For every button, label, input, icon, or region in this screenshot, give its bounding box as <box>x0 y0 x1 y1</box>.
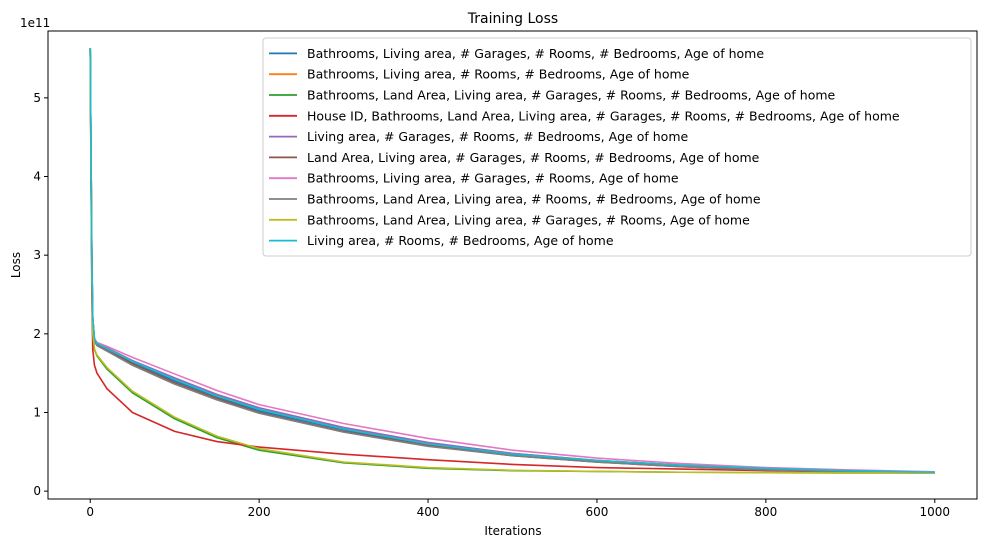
x-tick-label: 600 <box>586 505 609 519</box>
ticks-layer: 0 200 400 600 800 1000 0 1 2 3 4 5 <box>33 91 950 519</box>
y-tick-label: 5 <box>33 91 41 105</box>
legend-box <box>262 37 972 257</box>
x-tick-label: 0 <box>86 505 94 519</box>
series-line-9 <box>89 48 935 474</box>
y-tick-label: 4 <box>33 170 41 184</box>
legend-entry-6: Land Area, Living area, # Garages, # Roo… <box>307 150 760 165</box>
legend-entry-7: Bathrooms, Living area, # Garages, # Roo… <box>307 171 679 186</box>
series-line-10 <box>89 48 935 474</box>
plot-frame <box>47 30 978 500</box>
y-axis-scale-label: 1e11 <box>20 16 50 30</box>
series-line-4 <box>89 48 935 474</box>
legend-entry-5: Living area, # Garages, # Rooms, # Bedro… <box>307 129 688 144</box>
legend-entry-8: Bathrooms, Land Area, Living area, # Roo… <box>307 192 761 207</box>
x-tick-label: 800 <box>754 505 777 519</box>
y-tick-label: 3 <box>33 248 41 262</box>
x-tick-label: 200 <box>248 505 271 519</box>
y-axis-label: Loss <box>9 252 23 278</box>
legend-entry-9: Bathrooms, Land Area, Living area, # Gar… <box>307 212 750 227</box>
chart-title: Training Loss <box>467 11 558 27</box>
legend-entry-10: Living area, # Rooms, # Bedrooms, Age of… <box>307 233 614 248</box>
y-tick-label: 2 <box>33 327 41 341</box>
legend: Bathrooms, Living area, # Garages, # Roo… <box>262 37 972 257</box>
legend-entry-3: Bathrooms, Land Area, Living area, # Gar… <box>307 88 836 103</box>
y-tick-label: 1 <box>33 405 41 419</box>
x-tick-label: 1000 <box>919 505 950 519</box>
y-tick-label: 0 <box>33 484 41 498</box>
legend-entry-1: Bathrooms, Living area, # Garages, # Roo… <box>307 46 764 61</box>
x-tick-label: 400 <box>417 505 440 519</box>
series-layer <box>89 48 935 474</box>
legend-entry-4: House ID, Bathrooms, Land Area, Living a… <box>307 108 900 123</box>
legend-entry-2: Bathrooms, Living area, # Rooms, # Bedro… <box>307 67 690 82</box>
x-axis-label: Iterations <box>484 524 541 538</box>
